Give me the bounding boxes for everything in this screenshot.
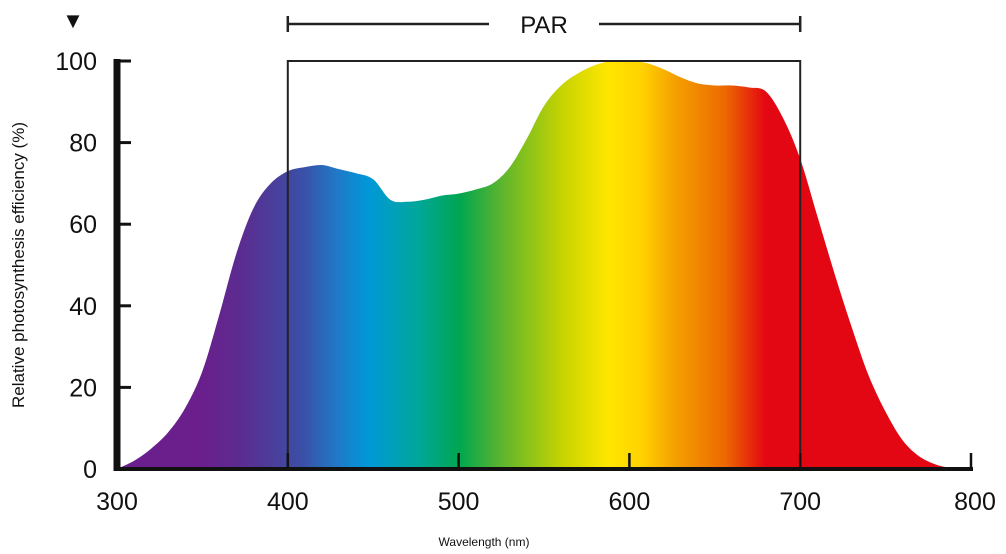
x-tick-label: 600 (609, 488, 651, 516)
y-tick-label: 0 (83, 456, 97, 484)
x-axis-title: Wavelength (nm) (439, 535, 530, 549)
y-tick-label: 80 (69, 130, 97, 158)
par-label: PAR (520, 12, 568, 39)
efficiency-area (117, 61, 954, 470)
x-tick-label: 700 (779, 488, 821, 516)
y-tick-label: 60 (69, 211, 97, 239)
corner-marker: ▼ (62, 8, 84, 33)
x-tick-label: 800 (954, 488, 996, 516)
y-tick-label: 100 (55, 48, 97, 76)
x-tick-label: 300 (96, 488, 138, 516)
y-axis-title: Relative photosynthesis efficiency (%) (9, 122, 28, 408)
x-tick-label: 500 (438, 488, 480, 516)
y-tick-label: 40 (69, 293, 97, 321)
x-tick-label: 400 (267, 488, 309, 516)
y-tick-label: 20 (69, 374, 97, 402)
par-bracket: PAR (288, 12, 800, 39)
